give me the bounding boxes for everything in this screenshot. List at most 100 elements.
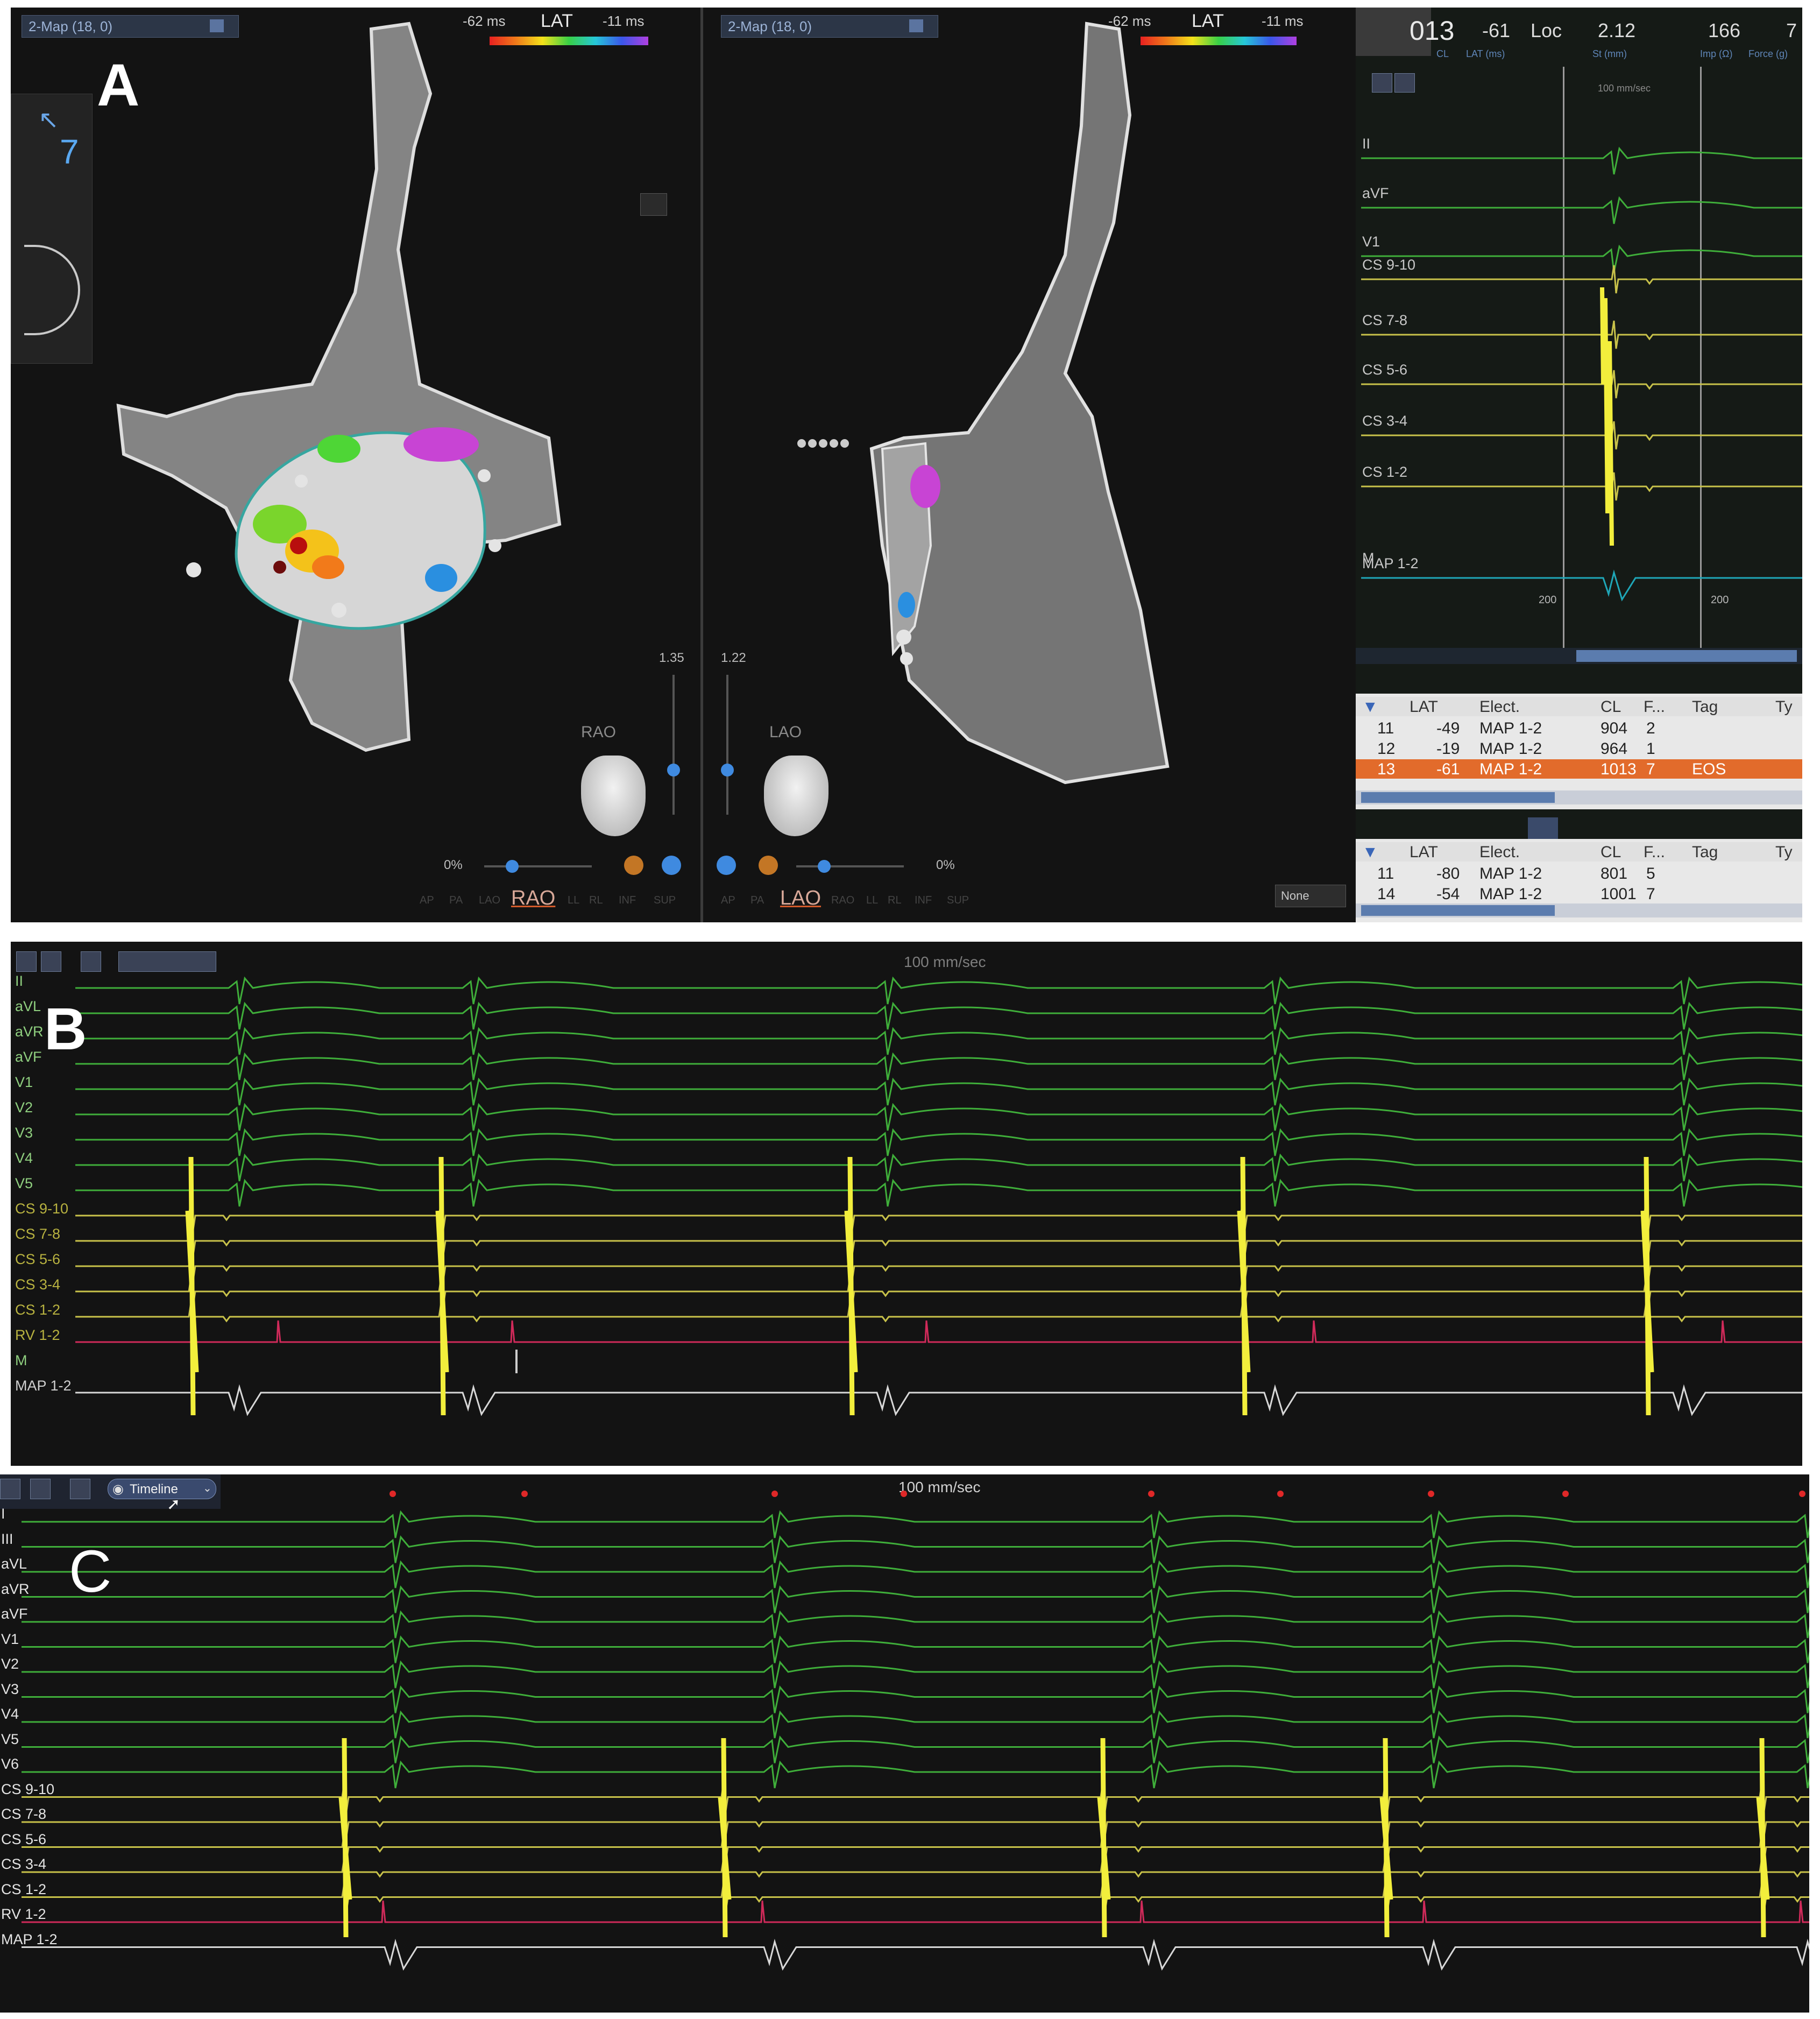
table2-header-tag[interactable]: Tag: [1692, 843, 1718, 861]
right-view-rao[interactable]: RAO: [831, 894, 855, 906]
c-beat-marker-1[interactable]: [521, 1491, 528, 1497]
table2-header-f[interactable]: F...: [1644, 843, 1666, 861]
table1-header-tag[interactable]: Tag: [1692, 698, 1718, 716]
egm-tool-button-2[interactable]: [1394, 73, 1415, 93]
orientation-widget[interactable]: ↖ 7: [11, 94, 93, 364]
b-trace-4: [75, 1077, 1802, 1106]
right-map-selector[interactable]: 2-Map (18, 0): [721, 15, 938, 38]
right-view-rl[interactable]: RL: [888, 894, 902, 906]
table1-cell: MAP 1-2: [1479, 719, 1542, 737]
b-channel-label: CS 1-2: [15, 1302, 61, 1318]
right-zoom-slider[interactable]: [721, 675, 734, 815]
table2-cell: -54: [1436, 885, 1460, 903]
table1-cell: 13: [1377, 760, 1396, 778]
rao-map-blue: [425, 564, 457, 592]
c-timeline-button[interactable]: ◉ Timeline ⌄: [108, 1479, 216, 1499]
b-tool-button-3[interactable]: [81, 951, 101, 972]
point-number: 013: [1410, 16, 1455, 46]
none-button[interactable]: None: [1275, 885, 1346, 907]
right-view-ll[interactable]: LL: [866, 894, 879, 906]
table2-row[interactable]: 11 -80 MAP 1-2 801 5: [1356, 864, 1802, 883]
table2-header-type[interactable]: Ty: [1775, 843, 1793, 861]
right-target-button[interactable]: [717, 856, 736, 875]
table-split-handle[interactable]: [1528, 817, 1558, 839]
c-beat-marker-6[interactable]: [1428, 1491, 1434, 1497]
table2-cell: 14: [1377, 885, 1396, 903]
left-corner-icon[interactable]: [640, 193, 667, 216]
b-trace-10: [75, 1226, 1802, 1255]
left-view-lao[interactable]: LAO: [479, 894, 501, 906]
cursor-icon: ➚: [167, 1495, 181, 1513]
right-view-pa[interactable]: PA: [750, 894, 764, 906]
egm-tool-button-1[interactable]: [1372, 73, 1392, 93]
table1-header-type[interactable]: Ty: [1775, 698, 1793, 716]
c-beat-marker-3[interactable]: [901, 1491, 907, 1497]
left-view-sup[interactable]: SUP: [654, 894, 676, 906]
b-trace-14: [75, 1320, 1802, 1343]
right-opacity-slider[interactable]: [796, 860, 904, 873]
c-beat-marker-0[interactable]: [390, 1491, 396, 1497]
left-view-inf[interactable]: INF: [619, 894, 636, 906]
table2-header-elect[interactable]: Elect.: [1479, 843, 1520, 861]
table1-row[interactable]: 13 -61 MAP 1-2 1013 7 EOS: [1356, 759, 1802, 779]
b-timeline-button[interactable]: [118, 951, 216, 972]
c-trace-4: [22, 1610, 1809, 1639]
c-beat-marker-8[interactable]: [1799, 1491, 1805, 1497]
table1-header-elect[interactable]: Elect.: [1479, 698, 1520, 716]
right-view-sup[interactable]: SUP: [947, 894, 969, 906]
c-tool-button-1[interactable]: [0, 1479, 20, 1499]
left-view-rao-selected[interactable]: RAO: [511, 887, 556, 909]
right-color-button[interactable]: [759, 856, 778, 875]
sort-down-icon[interactable]: ▼: [1362, 843, 1378, 861]
left-opacity-slider[interactable]: [484, 860, 592, 873]
c-tool-button-2[interactable]: [30, 1479, 51, 1499]
force-label: Force (g): [1748, 48, 1788, 59]
table1-header-f[interactable]: F...: [1644, 698, 1666, 716]
left-map-selector[interactable]: 2-Map (18, 0): [22, 15, 239, 38]
table1-row[interactable]: 12 -19 MAP 1-2 964 1: [1356, 739, 1802, 758]
table1-row[interactable]: 11 -49 MAP 1-2 904 2: [1356, 718, 1802, 738]
table1-header-lat[interactable]: LAT: [1410, 698, 1438, 716]
c-beat-marker-5[interactable]: [1277, 1491, 1284, 1497]
table1-cell: 1013: [1601, 760, 1637, 778]
left-target-button[interactable]: [662, 856, 681, 875]
egm-trace-3: [1361, 265, 1802, 294]
left-view-ll[interactable]: LL: [568, 894, 580, 906]
table2-header-lat[interactable]: LAT: [1410, 843, 1438, 861]
right-map-dropdown-icon[interactable]: [909, 19, 923, 32]
left-view-ap[interactable]: AP: [420, 894, 434, 906]
table2-header-cl[interactable]: CL: [1601, 843, 1621, 861]
right-view-lao-selected[interactable]: LAO: [780, 887, 822, 909]
table1-header-cl[interactable]: CL: [1601, 698, 1621, 716]
table2-cell: -80: [1436, 865, 1460, 883]
left-color-button[interactable]: [624, 856, 643, 875]
egm-scrollbar[interactable]: [1356, 648, 1802, 664]
left-view-pa[interactable]: PA: [449, 894, 463, 906]
table2-row[interactable]: 14 -54 MAP 1-2 1001 7: [1356, 884, 1802, 903]
b-tool-button-1[interactable]: [16, 951, 37, 972]
right-view-ap[interactable]: AP: [721, 894, 735, 906]
b-cs-spike-0: [185, 1156, 199, 1416]
b-channel-label: aVF: [15, 1049, 42, 1065]
b-tool-button-2[interactable]: [41, 951, 61, 972]
c-channel-label: III: [1, 1530, 13, 1547]
left-view-rl[interactable]: RL: [589, 894, 603, 906]
table1-scrollbar[interactable]: [1356, 790, 1802, 804]
c-beat-marker-7[interactable]: [1562, 1491, 1569, 1497]
right-view-inf[interactable]: INF: [915, 894, 932, 906]
left-map-dropdown-icon[interactable]: [210, 19, 224, 32]
left-zoom-slider[interactable]: [667, 675, 680, 815]
b-caliper-icon[interactable]: [515, 1350, 518, 1373]
lao-catheter: [797, 439, 849, 448]
table2-scrollbar[interactable]: [1356, 903, 1802, 917]
c-beat-marker-4[interactable]: [1148, 1491, 1155, 1497]
rotation-dial-icon[interactable]: [24, 245, 80, 335]
egm-channel-label: II: [1362, 136, 1371, 152]
c-beat-marker-2[interactable]: [771, 1491, 778, 1497]
b-trace-2: [75, 1027, 1802, 1055]
egm-channel-label: CS 3-4: [1362, 413, 1408, 429]
c-channel-label: V5: [1, 1731, 19, 1747]
b-channel-label: CS 5-6: [15, 1251, 61, 1267]
c-tool-button-3[interactable]: [70, 1479, 90, 1499]
sort-down-icon[interactable]: ▼: [1362, 698, 1378, 716]
